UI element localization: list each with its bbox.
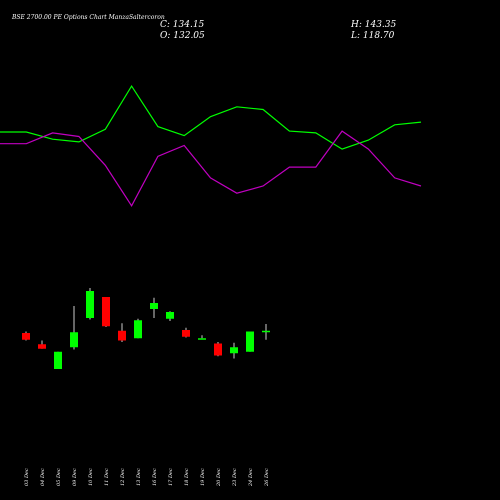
x-tick-label: 13 Dec [136,468,142,486]
candle [182,327,190,338]
candle-body [134,320,142,339]
candle [134,318,142,339]
candles [22,288,270,369]
x-tick-label: 23 Dec [232,468,238,487]
close-price: C: 134.15 [160,20,205,30]
candle [262,324,270,340]
candle [86,288,94,320]
candle-body [166,312,174,319]
candle-body [22,333,30,340]
x-tick-label: 24 Dec [248,468,254,487]
x-tick-label: 26 Dec [264,468,270,487]
x-tick-label: 18 Dec [184,468,190,486]
x-tick-label: 04 Dec [40,468,46,486]
x-tick-label: 16 Dec [152,468,158,486]
candle [102,297,110,327]
x-tick-label: 12 Dec [120,468,126,486]
x-tick-label: 19 Dec [200,468,206,486]
candle-body [182,330,190,337]
candle-body [38,344,46,349]
candle [150,297,158,318]
open-price: O: 132.05 [160,31,205,41]
x-tick-label: 09 Dec [72,468,78,486]
candle-body [118,330,126,341]
candle [70,306,78,350]
x-tick-label: 11 Dec [104,468,110,486]
candle [118,323,126,342]
indicator-lines [0,84,422,207]
high-price: H: 143.35 [351,20,397,30]
candle-body [230,347,238,354]
candle [38,340,46,349]
candle-body [150,303,158,309]
lower-indicator-line [0,130,422,207]
candle [166,311,174,321]
candle-body [214,343,222,356]
candle [214,342,222,357]
chart-title: BSE 2700.00 PE Options Chart ManzaSalter… [12,14,165,21]
candle-body [86,291,94,318]
candle-body [102,297,110,327]
candle-body [246,331,254,352]
x-tick-label: 10 Dec [88,468,94,486]
x-axis-ticks: 03 Dec 04 Dec 05 Dec 09 Dec 10 Dec 11 Dec 12 D… [24,468,270,487]
x-tick-label: 03 Dec [24,468,30,486]
candle-body [54,351,62,369]
candle [22,331,30,341]
x-tick-label: 17 Dec [168,468,174,486]
low-price: L: 118.70 [351,31,395,41]
candle-body [262,330,270,333]
candle [246,331,254,352]
candle [54,351,62,369]
candle-body [198,338,206,340]
upper-indicator-line [0,84,422,150]
candle-body [70,332,78,348]
x-tick-label: 05 Dec [56,468,62,486]
candle [198,335,206,340]
x-tick-label: 20 Dec [216,468,222,487]
candle [230,342,238,359]
